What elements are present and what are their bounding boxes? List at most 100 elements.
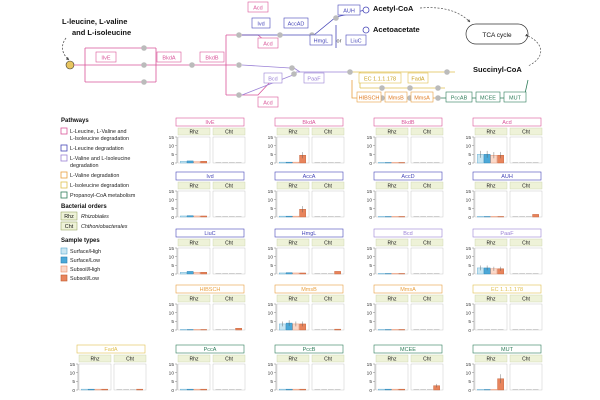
facet-plot-area bbox=[212, 136, 246, 164]
y-tick-label: 0 bbox=[171, 388, 174, 394]
panel-title-box bbox=[373, 284, 443, 294]
legend-samples-title: Sample types bbox=[61, 238, 100, 244]
facet-label: Rhz bbox=[388, 296, 397, 302]
facet-header bbox=[177, 294, 211, 303]
bar-surface-high bbox=[378, 388, 385, 391]
legend-order-name: Chthoniobacterales bbox=[81, 224, 128, 230]
y-tick-label: 10 bbox=[367, 370, 373, 376]
bar-surface-low bbox=[483, 216, 491, 218]
bar-surface-low bbox=[186, 329, 194, 331]
facet-label: Rhz bbox=[190, 356, 199, 362]
y-tick-label: 0 bbox=[468, 272, 471, 278]
facet-header bbox=[311, 294, 345, 303]
bar-subsoil-high bbox=[292, 161, 300, 164]
facet-label: Rhz bbox=[487, 183, 496, 189]
facet-header bbox=[410, 238, 444, 247]
panel-title-box bbox=[175, 171, 245, 181]
panel-title-box bbox=[472, 284, 542, 294]
panel-title-box bbox=[373, 171, 443, 181]
panel-title: LiuC bbox=[204, 231, 215, 237]
bar-subsoil-high bbox=[193, 329, 201, 331]
enzyme-mmsa: MmsA bbox=[414, 96, 430, 102]
legend-pathway-label: L-Leucine degradation bbox=[70, 146, 124, 152]
node bbox=[379, 85, 385, 91]
panel-title: Bcd bbox=[403, 231, 412, 237]
facet-plot-area bbox=[311, 136, 345, 164]
facet-label: Cht bbox=[225, 356, 233, 362]
y-tick-label: 5 bbox=[270, 206, 273, 212]
legend-sample-label: Surface/Low bbox=[70, 258, 100, 264]
legend-orders: Rhz Rhizobiales Cht Chthoniobacterales bbox=[60, 211, 128, 231]
panel-title-box bbox=[472, 344, 542, 354]
bar-subsoil-high bbox=[193, 388, 201, 391]
panel-title: HmgL bbox=[302, 231, 317, 237]
facet-plot-area bbox=[410, 247, 444, 275]
facet-plot-area bbox=[410, 136, 444, 164]
panel-accd: AccD Rhz Cht 0 5 10 15 bbox=[367, 171, 444, 221]
facet-plot-area bbox=[509, 363, 543, 391]
y-tick-label: 10 bbox=[466, 143, 472, 149]
legend-samples: Surface/High Surface/Low Subsoil/High Subso… bbox=[60, 247, 101, 282]
panel-title: AccA bbox=[303, 174, 316, 180]
bar-subsoil-low bbox=[200, 329, 207, 331]
y-tick-label: 0 bbox=[369, 161, 372, 167]
facet-header bbox=[276, 294, 310, 303]
panel-title: PaaF bbox=[500, 231, 514, 237]
legend-order-code: Cht bbox=[65, 224, 74, 230]
panel-fada: FadA Rhz Cht 0 5 10 15 bbox=[70, 344, 147, 394]
facet-label: Rhz bbox=[190, 129, 199, 135]
bar-surface-low bbox=[384, 388, 392, 391]
panel-hmgl: HmgL Rhz Cht 0 5 10 15 bbox=[268, 228, 345, 278]
bar-subsoil-high bbox=[391, 273, 399, 275]
node bbox=[362, 26, 370, 34]
legend-pathway-label: Propanoyl-CoA metabolism bbox=[70, 193, 136, 199]
y-tick-label: 10 bbox=[169, 370, 175, 376]
panel-title-box bbox=[373, 117, 443, 127]
facet-plot-area bbox=[410, 303, 444, 331]
legend-order-code-box bbox=[60, 211, 78, 221]
bar-subsoil-low bbox=[398, 388, 405, 391]
y-tick-label: 0 bbox=[270, 272, 273, 278]
enzyme-bkda: BkdA bbox=[162, 56, 175, 62]
panel-ec-1-1-1-178: EC 1.1.1.178 Rhz Cht 0 5 10 15 bbox=[466, 284, 543, 334]
facet-label: Rhz bbox=[289, 183, 298, 189]
y-tick-label: 0 bbox=[468, 388, 471, 394]
facet-plot-area bbox=[311, 303, 345, 331]
facet-label: Rhz bbox=[487, 240, 496, 246]
y-tick-label: 15 bbox=[466, 246, 472, 252]
y-tick-label: 15 bbox=[367, 362, 373, 368]
bar-subsoil-low bbox=[532, 214, 539, 218]
facet-label: Rhz bbox=[388, 183, 397, 189]
y-tick-label: 5 bbox=[468, 379, 471, 385]
panel-pccb: PccB Rhz Cht 0 5 10 15 bbox=[268, 344, 345, 394]
panel-title-box bbox=[472, 171, 542, 181]
y-tick-label: 15 bbox=[169, 246, 175, 252]
legend-pathway-swatch bbox=[60, 181, 68, 189]
facet-plot-area bbox=[177, 247, 211, 275]
node bbox=[444, 69, 450, 75]
panel-acd: Acd Rhz Cht 0 5 10 15 bbox=[466, 117, 543, 167]
bar-subsoil-high bbox=[292, 272, 300, 275]
y-tick-label: 5 bbox=[369, 319, 372, 325]
bar-surface-low bbox=[483, 389, 491, 391]
panel-title-box bbox=[373, 344, 443, 354]
facet-label: Cht bbox=[423, 183, 431, 189]
y-tick-label: 0 bbox=[369, 272, 372, 278]
legend-pathway-label: L-Valine and L-Isoleucine bbox=[70, 156, 130, 162]
facet-header bbox=[177, 181, 211, 190]
facet-plot-area bbox=[177, 190, 211, 218]
y-tick-label: 5 bbox=[171, 379, 174, 385]
facet-plot-area bbox=[474, 190, 508, 218]
legend-sample-swatch bbox=[60, 265, 68, 273]
facet-header bbox=[177, 238, 211, 247]
acetoacetate-label: Acetoacetate bbox=[373, 25, 420, 34]
facet-header bbox=[509, 238, 543, 247]
bar-surface-low bbox=[186, 271, 194, 275]
legend-pathway-label: L-Leucine, L-Valine and bbox=[70, 129, 127, 135]
legend-pathway-label: degradation bbox=[70, 163, 98, 169]
enzyme-pccab: PccAB bbox=[451, 96, 468, 102]
bar-subsoil-high bbox=[94, 388, 102, 391]
enzyme-acd-top: Acd bbox=[253, 6, 262, 12]
legend-pathway-swatch bbox=[60, 127, 68, 135]
